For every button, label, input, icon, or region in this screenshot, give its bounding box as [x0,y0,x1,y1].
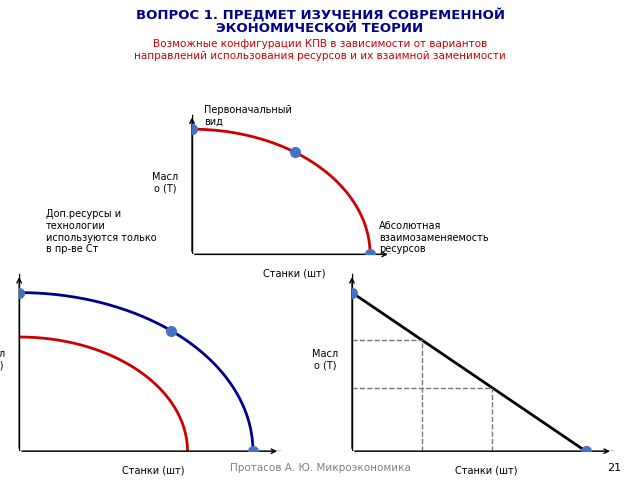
Text: Станки (шт): Станки (шт) [122,466,185,476]
Text: Протасов А. Ю. Микроэкономика: Протасов А. Ю. Микроэкономика [230,463,410,473]
Text: Масл
о (Т): Масл о (Т) [312,349,338,371]
Text: Первоначальный
вид: Первоначальный вид [204,105,292,127]
Text: Абсолютная
взаимозаменяемость
ресурсов: Абсолютная взаимозаменяемость ресурсов [379,221,488,254]
Text: Доп.ресурсы и
технологии
используются только
в пр-ве Ст: Доп.ресурсы и технологии используются то… [46,209,157,254]
Text: Возможные конфигурации КПВ в зависимости от вариантов
направлений использования : Возможные конфигурации КПВ в зависимости… [134,39,506,61]
Text: Станки (шт): Станки (шт) [263,269,326,279]
Text: Станки (шт): Станки (шт) [455,466,518,476]
Text: ВОПРОС 1. ПРЕДМЕТ ИЗУЧЕНИЯ СОВРЕМЕННОЙ: ВОПРОС 1. ПРЕДМЕТ ИЗУЧЕНИЯ СОВРЕМЕННОЙ [136,7,504,21]
Text: 21: 21 [607,463,621,473]
Text: Масл
о (Т): Масл о (Т) [152,171,179,193]
Text: ЭКОНОМИЧЕСКОЙ ТЕОРИИ: ЭКОНОМИЧЕСКОЙ ТЕОРИИ [216,22,424,35]
Text: Масл
о (Т): Масл о (Т) [0,349,5,371]
